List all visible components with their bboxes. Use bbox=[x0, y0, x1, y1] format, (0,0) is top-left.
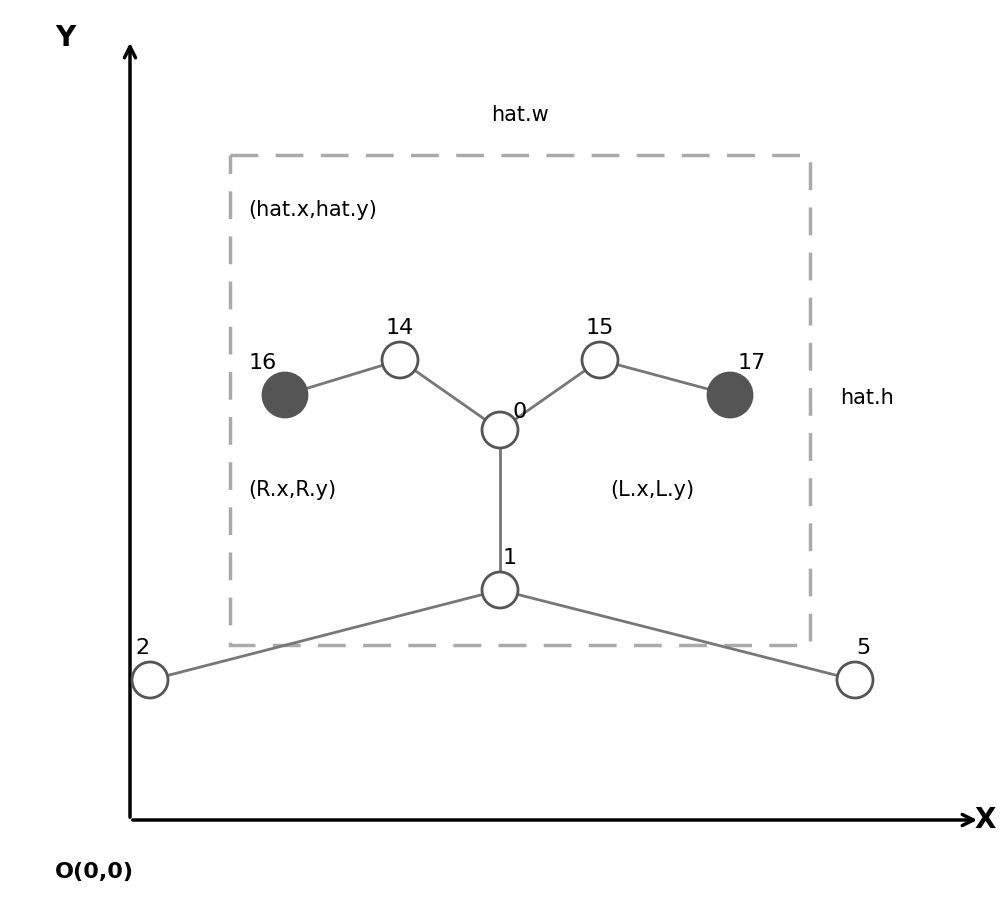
Circle shape bbox=[382, 342, 418, 378]
Text: 17: 17 bbox=[738, 353, 766, 373]
Text: 14: 14 bbox=[386, 318, 414, 338]
Circle shape bbox=[582, 342, 618, 378]
Text: (L.x,L.y): (L.x,L.y) bbox=[610, 480, 694, 500]
Text: hat.h: hat.h bbox=[840, 388, 894, 408]
Circle shape bbox=[837, 662, 873, 698]
Text: X: X bbox=[974, 806, 996, 834]
Text: 0: 0 bbox=[512, 402, 526, 422]
Text: 16: 16 bbox=[249, 353, 277, 373]
Text: hat.w: hat.w bbox=[491, 105, 549, 125]
Text: (R.x,R.y): (R.x,R.y) bbox=[248, 480, 336, 500]
Text: 1: 1 bbox=[503, 548, 517, 568]
Text: O(0,0): O(0,0) bbox=[55, 862, 134, 882]
Text: Y: Y bbox=[55, 24, 75, 52]
Circle shape bbox=[132, 662, 168, 698]
Circle shape bbox=[708, 373, 752, 417]
Bar bbox=[230, 155, 810, 645]
Text: (hat.x,hat.y): (hat.x,hat.y) bbox=[248, 200, 377, 220]
Text: 15: 15 bbox=[586, 318, 614, 338]
Circle shape bbox=[482, 412, 518, 448]
Text: 2: 2 bbox=[135, 638, 149, 658]
Circle shape bbox=[482, 572, 518, 608]
Circle shape bbox=[263, 373, 307, 417]
Text: 5: 5 bbox=[856, 638, 870, 658]
